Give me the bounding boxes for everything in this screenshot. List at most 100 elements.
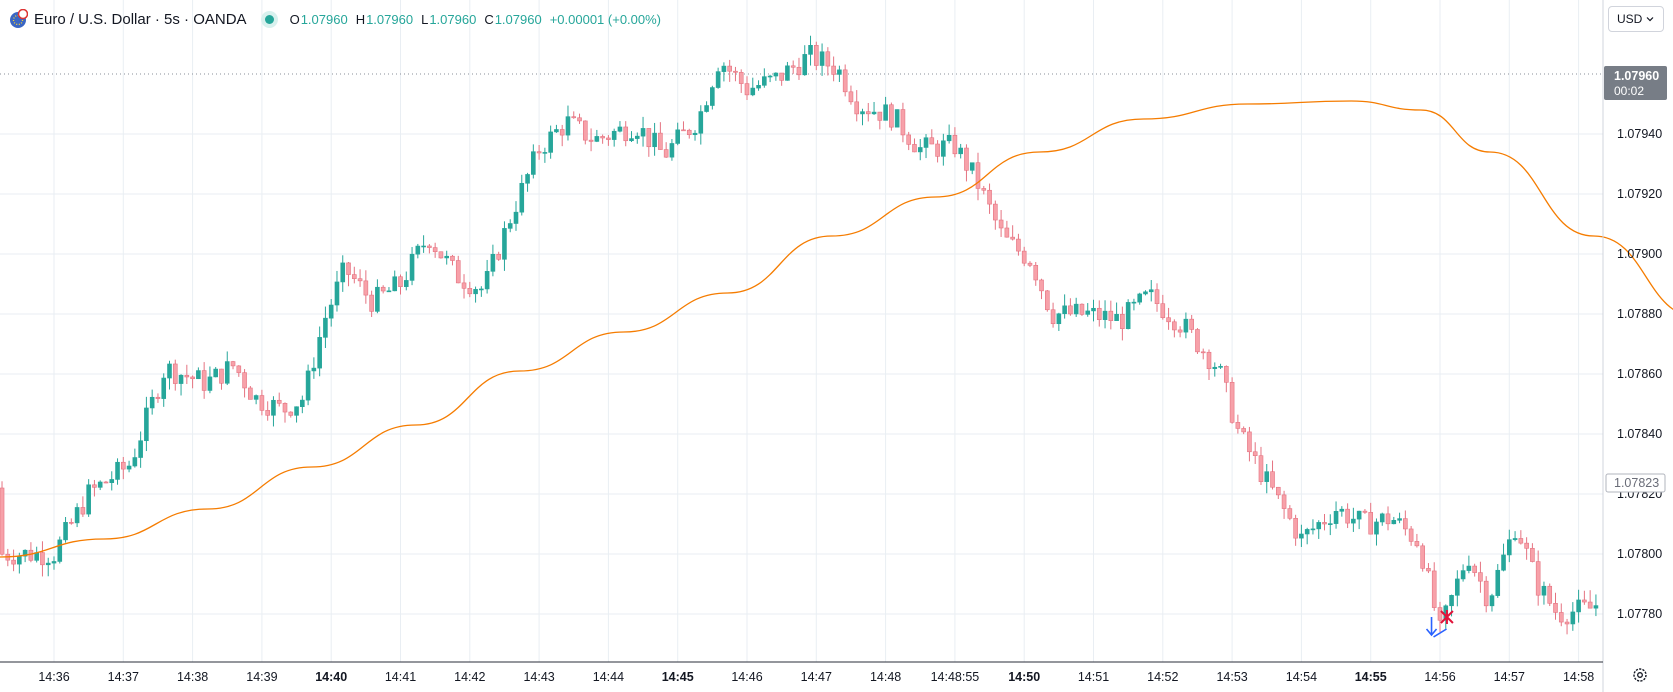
candle: [467, 281, 473, 298]
candle-body: [1345, 508, 1350, 524]
gear-icon[interactable]: [1631, 666, 1649, 684]
candle: [1460, 564, 1466, 582]
candle: [681, 121, 686, 132]
candle-body: [1582, 599, 1587, 603]
candle-body: [386, 290, 392, 293]
candle: [1183, 312, 1189, 339]
candle: [1362, 509, 1368, 514]
chart-grid: [0, 0, 1603, 662]
candle: [1293, 514, 1298, 546]
candle: [1478, 561, 1483, 593]
candle-body: [479, 288, 484, 291]
candle-body: [710, 87, 715, 106]
candle: [634, 132, 640, 144]
candle-body: [1304, 529, 1310, 535]
candle: [1576, 589, 1581, 623]
candle-body: [1154, 289, 1160, 304]
candle-body: [1281, 494, 1287, 509]
candle: [496, 251, 501, 261]
candle: [1356, 510, 1362, 530]
symbol-title[interactable]: Euro / U.S. Dollar · 5s · OANDA: [34, 10, 247, 28]
candle: [1570, 602, 1576, 631]
candle: [871, 101, 877, 115]
candle: [328, 299, 334, 327]
candle-body: [334, 281, 340, 306]
candle-body: [305, 370, 311, 401]
candle-body: [542, 152, 548, 154]
candle-body: [704, 105, 709, 112]
candle: [860, 108, 865, 126]
candle: [640, 116, 646, 147]
candle-body: [1212, 366, 1218, 370]
candle-body: [242, 372, 247, 389]
candle-body: [409, 253, 415, 281]
price-tick-label: 1.07900: [1617, 247, 1662, 261]
candle: [398, 274, 403, 295]
candle-body: [964, 147, 969, 171]
candle: [271, 396, 276, 427]
candle: [813, 41, 819, 71]
candle: [1437, 601, 1443, 633]
candle: [334, 270, 340, 312]
candle: [1154, 283, 1160, 312]
candle-body: [357, 278, 363, 282]
time-tick-label: 14:54: [1286, 670, 1317, 684]
time-tick-label: 14:41: [385, 670, 416, 684]
candle: [282, 402, 288, 423]
candle: [1114, 302, 1119, 321]
candle-body: [455, 260, 461, 284]
candle-body: [450, 255, 455, 261]
candle-body: [981, 188, 987, 191]
candle-body: [825, 51, 831, 67]
candle-body: [1200, 351, 1206, 354]
candle-body: [294, 406, 299, 416]
candle-body: [1218, 366, 1223, 368]
candle: [300, 395, 305, 414]
candle: [686, 128, 692, 139]
currency-selector[interactable]: USD: [1608, 6, 1664, 32]
candle: [738, 69, 744, 93]
chart-legend[interactable]: Euro / U.S. Dollar · 5s · OANDA O1.07960…: [8, 8, 661, 30]
candle: [317, 326, 322, 377]
candle-body: [819, 51, 825, 66]
candle: [5, 548, 11, 567]
candle-body: [519, 182, 525, 213]
candle: [1229, 377, 1235, 424]
price-axis[interactable]: 1.077801.078001.078201.078401.078601.078…: [1617, 127, 1662, 621]
candle-body: [762, 76, 767, 86]
candle-body: [790, 65, 796, 68]
candle-body: [1431, 570, 1437, 608]
candle-body: [375, 286, 380, 312]
candle: [1016, 233, 1021, 256]
candle-body: [63, 522, 68, 541]
candle-body: [883, 104, 888, 121]
candle: [1270, 460, 1275, 490]
candle-body: [178, 374, 184, 384]
candle-body: [1241, 428, 1246, 433]
candle: [600, 134, 605, 144]
candle: [837, 65, 842, 82]
arrow-down-icon: [1425, 617, 1447, 638]
crosshair-price-badge: 1.07823: [1605, 473, 1666, 493]
candle: [1558, 603, 1564, 627]
candle: [525, 172, 530, 192]
candle: [455, 255, 461, 284]
candle: [1524, 537, 1529, 560]
candle: [1547, 583, 1553, 607]
candle-body: [617, 126, 623, 132]
chevron-down-icon: [1646, 17, 1654, 22]
candle: [138, 431, 143, 468]
close-value: C1.07960: [484, 11, 542, 27]
time-axis[interactable]: 14:36 14:37 14:38 14:39 14:40 14:41 14:42 14:43…: [38, 670, 1594, 684]
candle-body: [271, 399, 276, 416]
candle-body: [1385, 513, 1391, 525]
candle: [894, 109, 900, 128]
candle-body: [1021, 250, 1027, 264]
candle: [1062, 294, 1067, 319]
trade-markers: [1425, 610, 1454, 638]
candle-body: [1137, 293, 1142, 303]
candle: [819, 43, 825, 76]
candle: [311, 357, 317, 379]
candle: [502, 221, 507, 271]
